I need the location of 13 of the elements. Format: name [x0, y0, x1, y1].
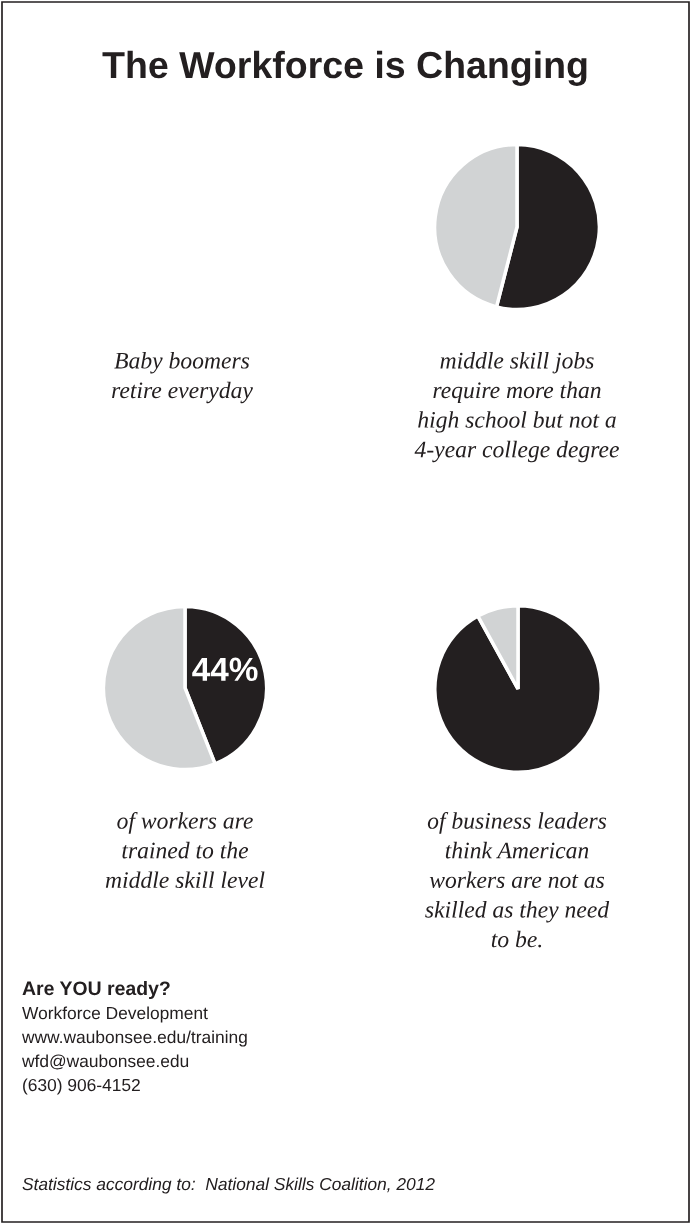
data-label: 44%: [192, 657, 258, 682]
text: The Workforce is Changing: [102, 50, 587, 86]
text: Workforce Development: [22, 1006, 208, 1023]
pie-slice: [433, 604, 603, 774]
text: of business leaders think American workers are not as skilled as they need to be.: [425, 812, 610, 948]
text: Are YOU ready?: [22, 980, 170, 1000]
text: Statistics according to: National Skills Coalition, 2012: [22, 1177, 435, 1194]
text: Baby boomers retire everyday: [112, 352, 253, 404]
text: middle skill jobs require more than high school but not a 4-year college degree: [414, 352, 619, 463]
text: wfd@waubonsee.edu: [21, 1054, 189, 1070]
text: www.waubonsee.edu/training: [21, 1030, 247, 1047]
text: of workers are trained to the middle skill level: [105, 812, 265, 889]
text: (630) 906-4152: [23, 1078, 140, 1095]
